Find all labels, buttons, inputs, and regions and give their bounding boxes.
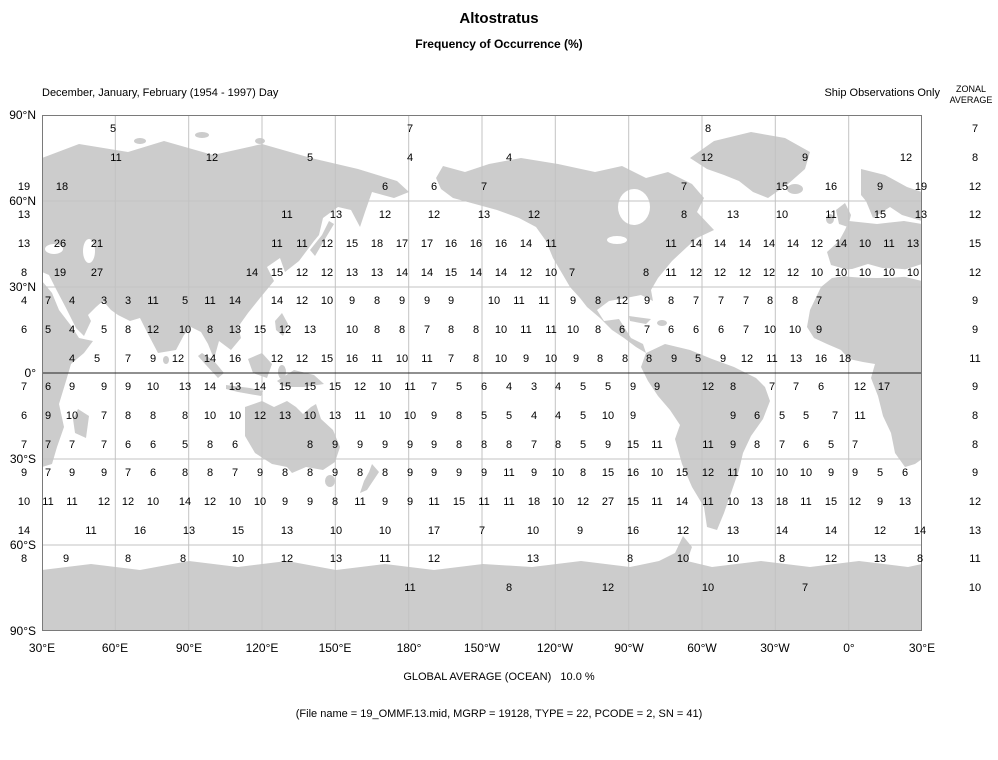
landmass-eurasia xyxy=(42,141,409,359)
grid-value: 6 xyxy=(20,324,28,336)
zonal-value: 9 xyxy=(971,381,979,393)
landmass-japan xyxy=(310,221,334,256)
landmass-australia xyxy=(245,401,340,473)
landmass-scandinavia xyxy=(861,169,922,221)
landmass-greenland xyxy=(690,132,810,198)
zonal-value: 8 xyxy=(971,410,979,422)
lon-label: 90°E xyxy=(175,641,203,655)
lon-label: 150°E xyxy=(318,641,352,655)
landmass-arctic-island-3 xyxy=(255,138,265,144)
zonal-value: 8 xyxy=(971,152,979,164)
hudson-bay xyxy=(618,189,650,225)
lon-label: 30°W xyxy=(760,641,790,655)
zonal-average-header: ZONAL AVERAGE xyxy=(944,84,998,106)
grid-value: 19 xyxy=(17,181,31,193)
grid-value: 13 xyxy=(17,209,31,221)
landmass-sri-lanka xyxy=(163,356,169,364)
landmass-south-america xyxy=(641,344,770,530)
global-average-label: GLOBAL AVERAGE (OCEAN) 10.0 % xyxy=(403,671,595,683)
world-map-svg xyxy=(42,115,922,631)
black-sea xyxy=(45,244,63,254)
landmass-arctic-island-2 xyxy=(195,132,209,138)
grid-value: 6 xyxy=(20,410,28,422)
grid-value: 10 xyxy=(17,496,31,508)
landmass-africa-west xyxy=(807,270,922,467)
landmass-africa-east xyxy=(42,281,93,467)
zonal-value: 8 xyxy=(971,439,979,451)
lon-label: 60°W xyxy=(687,641,717,655)
world-map xyxy=(42,115,922,631)
season-label: December, January, February (1954 - 1997… xyxy=(42,87,279,99)
figure-title: Altostratus xyxy=(459,10,539,27)
zonal-value: 9 xyxy=(971,324,979,336)
great-lakes xyxy=(607,236,627,244)
grid-value: 9 xyxy=(20,467,28,479)
lat-label: 60°N xyxy=(9,194,36,208)
lat-label: 30°S xyxy=(9,452,36,466)
landmass-new-guinea xyxy=(277,370,324,387)
file-info-label: (File name = 19_OMMF.13.mid, MGRP = 1912… xyxy=(295,708,703,720)
lat-label: 90°S xyxy=(9,624,36,638)
lon-label: 180° xyxy=(396,641,422,655)
landmass-sulawesi xyxy=(278,365,286,379)
lon-label: 90°W xyxy=(614,641,644,655)
zonal-header-line1: ZONAL xyxy=(955,84,986,94)
zonal-value: 9 xyxy=(971,467,979,479)
caspian-sea xyxy=(83,239,95,263)
lon-label: 120°W xyxy=(536,641,574,655)
grid-value: 7 xyxy=(20,381,28,393)
landmass-tasmania xyxy=(325,475,335,487)
figure-subtitle: Frequency of Occurrence (%) xyxy=(415,37,583,51)
zonal-value: 13 xyxy=(968,525,982,537)
landmass-hispaniola xyxy=(657,320,667,326)
zonal-value: 12 xyxy=(968,209,982,221)
zonal-value: 11 xyxy=(969,553,981,565)
landmass-sakhalin xyxy=(313,198,323,225)
zonal-value: 12 xyxy=(968,181,982,193)
landmass-sumatra xyxy=(198,353,224,378)
lat-label: 30°N xyxy=(9,280,36,294)
lon-label: 120°E xyxy=(245,641,279,655)
lat-label: 90°N xyxy=(9,108,36,122)
landmass-ireland xyxy=(826,214,834,224)
map-frame xyxy=(42,115,922,631)
landmass-borneo xyxy=(248,353,272,378)
landmass-north-america xyxy=(436,158,714,353)
landmass-europe xyxy=(827,221,922,272)
landmass-cuba xyxy=(629,316,651,324)
zonal-value: 12 xyxy=(968,496,982,508)
zonal-value: 11 xyxy=(969,353,981,365)
lon-label: 60°E xyxy=(101,641,129,655)
mediterranean-sea xyxy=(835,268,919,278)
zonal-value: 10 xyxy=(968,582,982,594)
zonal-value: 9 xyxy=(971,295,979,307)
grid-value: 7 xyxy=(20,439,28,451)
grid-value: 14 xyxy=(17,525,31,537)
lon-label: 150°W xyxy=(463,641,501,655)
grid-value: 8 xyxy=(20,267,28,279)
landmass-philippines xyxy=(275,313,288,336)
lon-label: 0° xyxy=(843,641,855,655)
lat-label: 0° xyxy=(24,366,36,380)
lat-label: 60°S xyxy=(9,538,36,552)
landmass-iceland xyxy=(787,184,803,194)
landmass-new-zealand xyxy=(360,464,379,493)
grid-value: 4 xyxy=(20,295,28,307)
landmass-arctic-island-1 xyxy=(134,138,146,144)
zonal-value: 7 xyxy=(971,123,979,135)
grid-value: 8 xyxy=(20,553,28,565)
zonal-value: 12 xyxy=(968,267,982,279)
lon-label: 30°E xyxy=(908,641,936,655)
landmass-britain xyxy=(836,203,851,227)
landmass-madagascar xyxy=(73,409,89,438)
zonal-header-line2: AVERAGE xyxy=(949,95,993,105)
zonal-value: 15 xyxy=(968,238,982,250)
grid-value: 13 xyxy=(17,238,31,250)
landmass-java xyxy=(226,385,263,396)
source-label: Ship Observations Only xyxy=(824,87,940,99)
lon-label: 30°E xyxy=(28,641,56,655)
graticule xyxy=(42,115,922,631)
